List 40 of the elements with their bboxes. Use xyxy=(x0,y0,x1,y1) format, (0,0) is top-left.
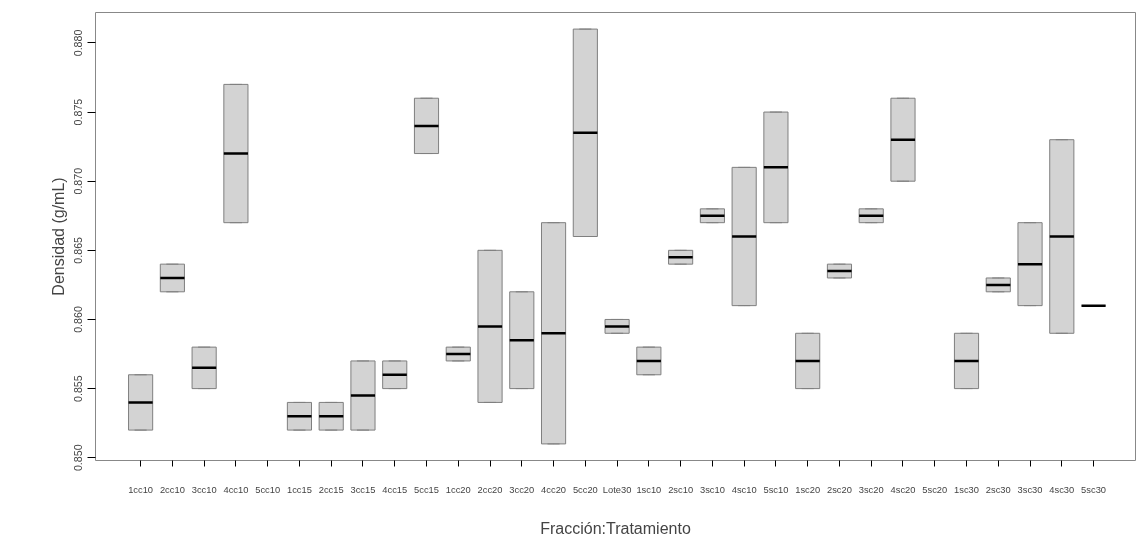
x-tick-label: 3cc15 xyxy=(350,484,376,495)
x-tick-label: 2sc30 xyxy=(985,484,1011,495)
x-tick-label: 5sc10 xyxy=(763,484,789,495)
x-tick-label: 5sc30 xyxy=(1081,484,1107,495)
x-tick-label: 2sc20 xyxy=(827,484,852,495)
x-tick-label: 4sc30 xyxy=(1049,484,1075,495)
x-axis-title: Fracción:Tratamiento xyxy=(540,519,691,537)
x-tick-label: 5cc20 xyxy=(572,484,598,495)
x-tick-label: 3cc10 xyxy=(191,484,217,495)
x-tick-label: 1cc20 xyxy=(445,484,471,495)
x-tick-label: 1sc10 xyxy=(636,484,662,495)
x-tick-label: Lote30 xyxy=(602,484,632,495)
x-tick-label: 1cc10 xyxy=(128,484,154,495)
x-tick-label: 2cc10 xyxy=(159,484,185,495)
x-tick-label: 3sc10 xyxy=(699,484,725,495)
x-tick-label: 3cc20 xyxy=(509,484,535,495)
x-tick-label: 2cc20 xyxy=(477,484,503,495)
x-tick-label: 4cc15 xyxy=(382,484,408,495)
y-tick-label: 0.860 xyxy=(72,306,85,333)
x-tick-label: 5cc10 xyxy=(255,484,281,495)
x-tick-label: 2sc10 xyxy=(668,484,694,495)
x-tick-label: 4sc20 xyxy=(890,484,916,495)
x-tick-label: 4cc20 xyxy=(541,484,567,495)
y-tick-label: 0.865 xyxy=(72,236,85,264)
x-tick-label: 1sc30 xyxy=(954,484,979,495)
x-tick-label: 1sc20 xyxy=(795,484,821,495)
x-tick-label: 4sc10 xyxy=(731,484,757,495)
x-tick-label: 5cc15 xyxy=(414,484,439,495)
x-tick-label: 4cc10 xyxy=(223,484,249,495)
x-tick-label: 3sc20 xyxy=(858,484,884,495)
y-axis-title: Densidad (g/mL) xyxy=(49,177,67,296)
y-tick-label: 0.875 xyxy=(72,98,85,126)
y-tick-label: 0.855 xyxy=(72,375,85,402)
x-tick-label: 3sc30 xyxy=(1017,484,1043,495)
y-tick-label: 0.880 xyxy=(72,29,85,57)
x-tick-label: 5sc20 xyxy=(922,484,948,495)
x-tick-label: 2cc15 xyxy=(318,484,344,495)
y-tick-label: 0.870 xyxy=(72,167,85,195)
y-tick-label: 0.850 xyxy=(72,444,85,472)
x-tick-label: 1cc15 xyxy=(286,484,312,495)
